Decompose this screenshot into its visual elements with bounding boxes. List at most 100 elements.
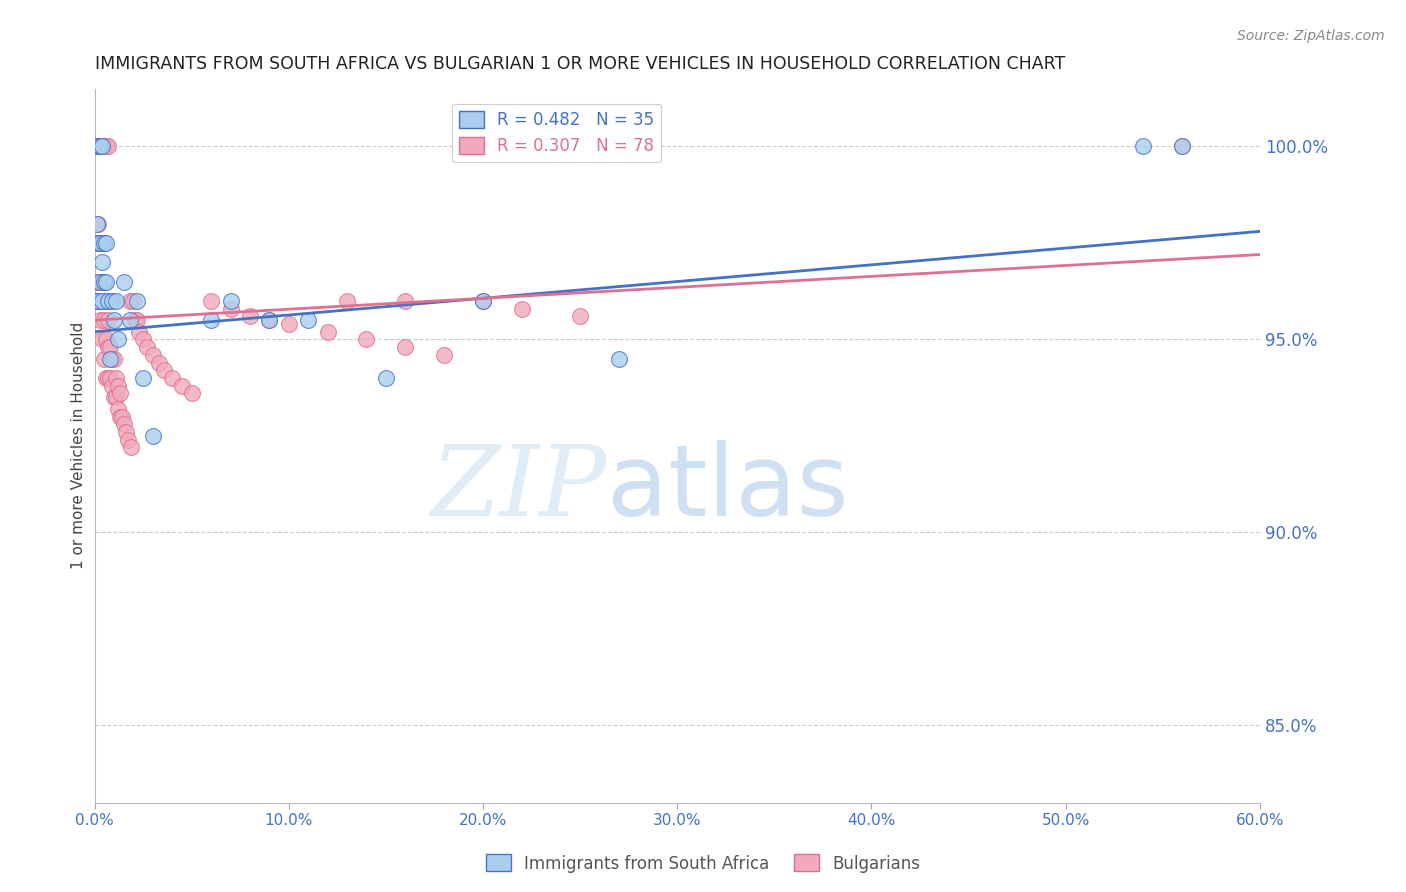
Point <box>87 293 110 308</box>
Text: ZIP: ZIP <box>432 441 607 536</box>
Point <box>1132 139 1154 153</box>
Point <box>96 235 118 250</box>
Point <box>162 371 184 385</box>
Legend: R = 0.482   N = 35, R = 0.307   N = 78: R = 0.482 N = 35, R = 0.307 N = 78 <box>453 104 661 162</box>
Point <box>86 235 108 250</box>
Point <box>86 139 108 153</box>
Point <box>91 293 114 308</box>
Point <box>98 371 121 385</box>
Point <box>104 390 127 404</box>
Point <box>91 255 114 269</box>
Point <box>86 293 108 308</box>
Point <box>472 293 495 308</box>
Point <box>316 325 339 339</box>
Point <box>98 351 121 366</box>
Point <box>200 313 222 327</box>
Point <box>108 409 131 424</box>
Text: atlas: atlas <box>607 440 849 537</box>
Text: IMMIGRANTS FROM SOUTH AFRICA VS BULGARIAN 1 OR MORE VEHICLES IN HOUSEHOLD CORREL: IMMIGRANTS FROM SOUTH AFRICA VS BULGARIA… <box>94 55 1064 73</box>
Point <box>117 433 139 447</box>
Point <box>394 340 416 354</box>
Point <box>86 293 108 308</box>
Point <box>127 293 149 308</box>
Point <box>219 301 242 316</box>
Point <box>121 441 143 455</box>
Point <box>136 340 159 354</box>
Point <box>510 301 533 316</box>
Point <box>98 340 121 354</box>
Point <box>118 313 141 327</box>
Point <box>93 351 115 366</box>
Point <box>93 313 115 327</box>
Point <box>93 275 115 289</box>
Point <box>111 409 134 424</box>
Point <box>86 217 108 231</box>
Point <box>89 235 111 250</box>
Point <box>87 139 110 153</box>
Point <box>127 313 149 327</box>
Point <box>91 235 114 250</box>
Point <box>200 293 222 308</box>
Point <box>108 386 131 401</box>
Point <box>87 217 110 231</box>
Legend: Immigrants from South Africa, Bulgarians: Immigrants from South Africa, Bulgarians <box>479 847 927 880</box>
Point <box>96 139 118 153</box>
Point <box>103 351 125 366</box>
Point <box>128 325 150 339</box>
Point <box>180 386 202 401</box>
Point <box>148 355 170 369</box>
Text: Source: ZipAtlas.com: Source: ZipAtlas.com <box>1237 29 1385 43</box>
Point <box>259 313 281 327</box>
Point <box>153 363 176 377</box>
Point <box>97 293 120 308</box>
Point <box>118 293 141 308</box>
Point <box>89 235 111 250</box>
Point <box>104 371 127 385</box>
Point <box>433 348 456 362</box>
Point <box>569 310 592 324</box>
Point <box>89 139 111 153</box>
Point <box>259 313 281 327</box>
Point <box>114 425 136 439</box>
Point <box>142 429 165 443</box>
Point <box>89 139 111 153</box>
Point <box>103 313 125 327</box>
Point <box>356 333 378 347</box>
Point <box>374 371 396 385</box>
Point <box>97 313 120 327</box>
Point <box>124 313 146 327</box>
Point <box>89 293 111 308</box>
Point <box>101 378 124 392</box>
Point <box>97 340 120 354</box>
Point <box>297 313 319 327</box>
Y-axis label: 1 or more Vehicles in Household: 1 or more Vehicles in Household <box>72 322 86 569</box>
Point <box>394 293 416 308</box>
Point <box>107 333 129 347</box>
Point <box>91 293 114 308</box>
Point <box>96 293 118 308</box>
Point <box>104 293 127 308</box>
Point <box>93 275 115 289</box>
Point <box>87 235 110 250</box>
Point <box>1171 139 1194 153</box>
Point <box>89 313 111 327</box>
Point <box>93 293 115 308</box>
Point <box>89 275 111 289</box>
Point <box>96 371 118 385</box>
Point <box>91 275 114 289</box>
Point <box>93 139 115 153</box>
Point <box>97 371 120 385</box>
Point <box>112 275 135 289</box>
Point <box>91 139 114 153</box>
Point <box>93 235 115 250</box>
Point <box>122 293 145 308</box>
Point <box>96 333 118 347</box>
Point <box>89 275 111 289</box>
Point <box>107 378 129 392</box>
Point <box>91 139 114 153</box>
Point <box>142 348 165 362</box>
Point <box>86 275 108 289</box>
Point <box>1171 139 1194 153</box>
Point <box>132 371 155 385</box>
Point <box>87 275 110 289</box>
